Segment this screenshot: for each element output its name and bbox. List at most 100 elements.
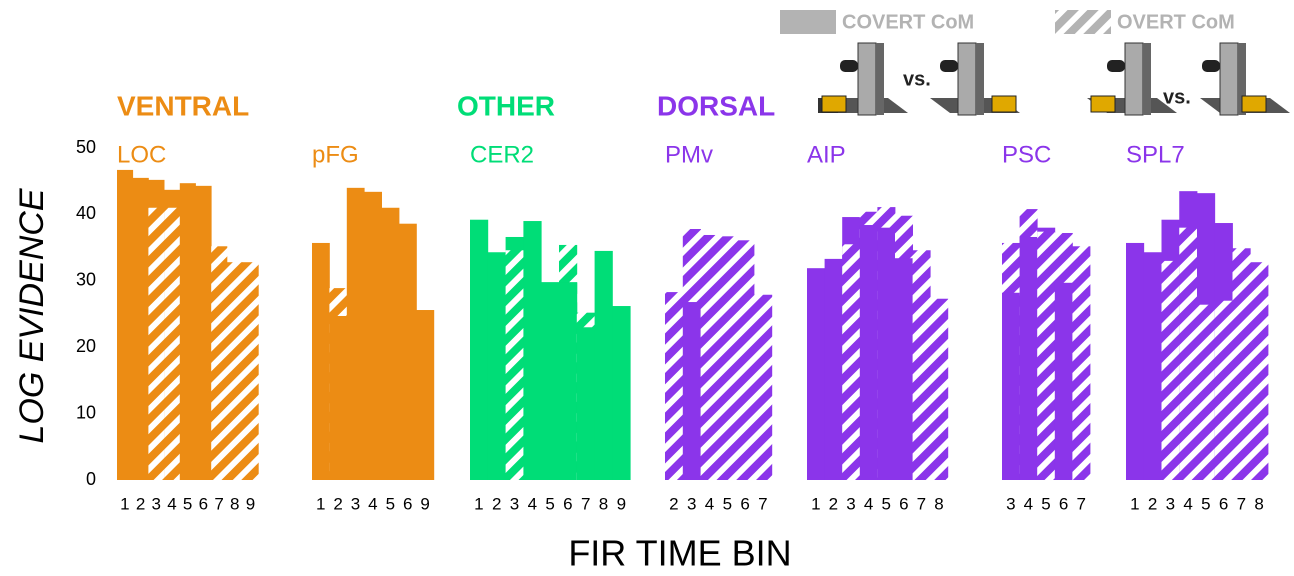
x-tick-label: 3 bbox=[1006, 494, 1015, 513]
covert-bar bbox=[399, 223, 417, 481]
x-tick-label: 7 bbox=[214, 494, 223, 513]
covert-bar bbox=[117, 169, 134, 481]
icon bbox=[1087, 42, 1177, 116]
x-tick-label: 5 bbox=[723, 494, 732, 513]
x-tick-label: 1 bbox=[316, 494, 325, 513]
region-label: PMv bbox=[665, 141, 713, 168]
covert-bar bbox=[682, 302, 701, 480]
x-tick-label: 8 bbox=[1254, 494, 1263, 513]
x-tick-label: 7 bbox=[917, 494, 926, 513]
x-tick-label: 5 bbox=[1201, 494, 1210, 513]
icon bbox=[818, 42, 908, 116]
x-tick-label: 4 bbox=[1183, 494, 1192, 513]
x-tick-label: 9 bbox=[246, 494, 255, 513]
covert-bar bbox=[541, 282, 560, 480]
covert-bar bbox=[594, 250, 613, 480]
covert-bar bbox=[807, 268, 825, 480]
region-label: AIP bbox=[807, 141, 846, 168]
covert-bar bbox=[487, 252, 506, 480]
overt-bar bbox=[736, 240, 755, 480]
x-tick-label: 4 bbox=[705, 494, 714, 513]
x-tick-label: 5 bbox=[881, 494, 890, 513]
x-tick-label: 4 bbox=[368, 494, 377, 513]
covert-bar bbox=[470, 219, 489, 480]
y-tick-label: 50 bbox=[76, 137, 96, 157]
covert-bar bbox=[364, 191, 382, 480]
y-tick-label: 30 bbox=[76, 270, 96, 290]
x-tick-label: 4 bbox=[1024, 494, 1033, 513]
x-tick-label: 8 bbox=[230, 494, 239, 513]
overt-bar bbox=[164, 207, 181, 480]
y-tick-label: 40 bbox=[76, 203, 96, 223]
x-tick-label: 5 bbox=[386, 494, 395, 513]
x-tick-label: 8 bbox=[599, 494, 608, 513]
covert-bar bbox=[179, 183, 196, 480]
x-tick-label: 3 bbox=[351, 494, 360, 513]
x-tick-label: 1 bbox=[1130, 494, 1139, 513]
x-tick-label: 5 bbox=[1041, 494, 1050, 513]
covert-bar bbox=[416, 310, 435, 480]
vs-label: vs. bbox=[903, 68, 931, 90]
overt-bar bbox=[1179, 227, 1198, 480]
x-tick-label: 6 bbox=[899, 494, 908, 513]
overt-bar bbox=[842, 244, 861, 480]
overt-bar bbox=[1232, 248, 1251, 480]
x-tick-label: 7 bbox=[758, 494, 767, 513]
legend-icons bbox=[818, 42, 1290, 116]
x-tick-label: 5 bbox=[183, 494, 192, 513]
covert-bar bbox=[1019, 236, 1038, 480]
region-label: PSC bbox=[1002, 141, 1051, 168]
region-label: CER2 bbox=[470, 141, 534, 168]
y-tick-label: 0 bbox=[86, 469, 96, 489]
x-tick-label: 2 bbox=[669, 494, 678, 513]
overt-bar bbox=[1072, 246, 1091, 480]
covert-bar bbox=[1126, 242, 1145, 480]
covert-bar bbox=[132, 177, 149, 480]
overt-bar bbox=[148, 207, 165, 480]
y-axis-label: LOG EVIDENCE bbox=[13, 188, 51, 443]
x-tick-label: 1 bbox=[474, 494, 483, 513]
covert-bar bbox=[195, 185, 212, 480]
x-tick-label: 9 bbox=[617, 494, 626, 513]
x-tick-label: 1 bbox=[811, 494, 820, 513]
division-label: VENTRAL bbox=[117, 90, 249, 121]
x-tick-label: 7 bbox=[1076, 494, 1085, 513]
covert-bar bbox=[824, 258, 843, 480]
overt-bar bbox=[665, 292, 684, 480]
covert-bar bbox=[895, 258, 913, 480]
overt-bar bbox=[505, 250, 524, 480]
x-tick-label: 6 bbox=[563, 494, 572, 513]
x-tick-label: 3 bbox=[687, 494, 696, 513]
legend-swatch bbox=[780, 10, 836, 34]
covert-bar bbox=[523, 221, 542, 481]
region-label: SPL7 bbox=[1126, 141, 1185, 168]
x-tick-label: 3 bbox=[510, 494, 519, 513]
covert-bar bbox=[1054, 282, 1073, 480]
x-tick-label: 4 bbox=[167, 494, 176, 513]
covert-bar bbox=[312, 242, 330, 480]
x-tick-label: 2 bbox=[136, 494, 145, 513]
x-tick-label: 6 bbox=[1219, 494, 1228, 513]
x-tick-label: 2 bbox=[829, 494, 838, 513]
x-tick-label: 3 bbox=[846, 494, 855, 513]
legend-label: OVERT CoM bbox=[1117, 11, 1235, 33]
covert-bar bbox=[346, 187, 365, 480]
x-tick-label: 3 bbox=[1166, 494, 1175, 513]
x-tick-label: 1 bbox=[120, 494, 129, 513]
x-tick-label: 3 bbox=[152, 494, 161, 513]
overt-bar bbox=[700, 234, 719, 480]
covert-bar bbox=[1143, 252, 1162, 480]
overt-bar bbox=[930, 298, 949, 480]
overt-bar bbox=[1197, 304, 1216, 480]
x-tick-label: 6 bbox=[740, 494, 749, 513]
covert-bar bbox=[612, 306, 631, 480]
legend-swatch bbox=[1055, 10, 1111, 34]
x-tick-label: 6 bbox=[1059, 494, 1068, 513]
x-tick-label: 2 bbox=[1148, 494, 1157, 513]
covert-bar bbox=[576, 327, 595, 480]
region-label: LOC bbox=[117, 141, 166, 168]
x-tick-label: 4 bbox=[864, 494, 873, 513]
division-label: OTHER bbox=[457, 90, 555, 121]
covert-bar bbox=[1002, 292, 1020, 480]
icon bbox=[930, 42, 1020, 116]
